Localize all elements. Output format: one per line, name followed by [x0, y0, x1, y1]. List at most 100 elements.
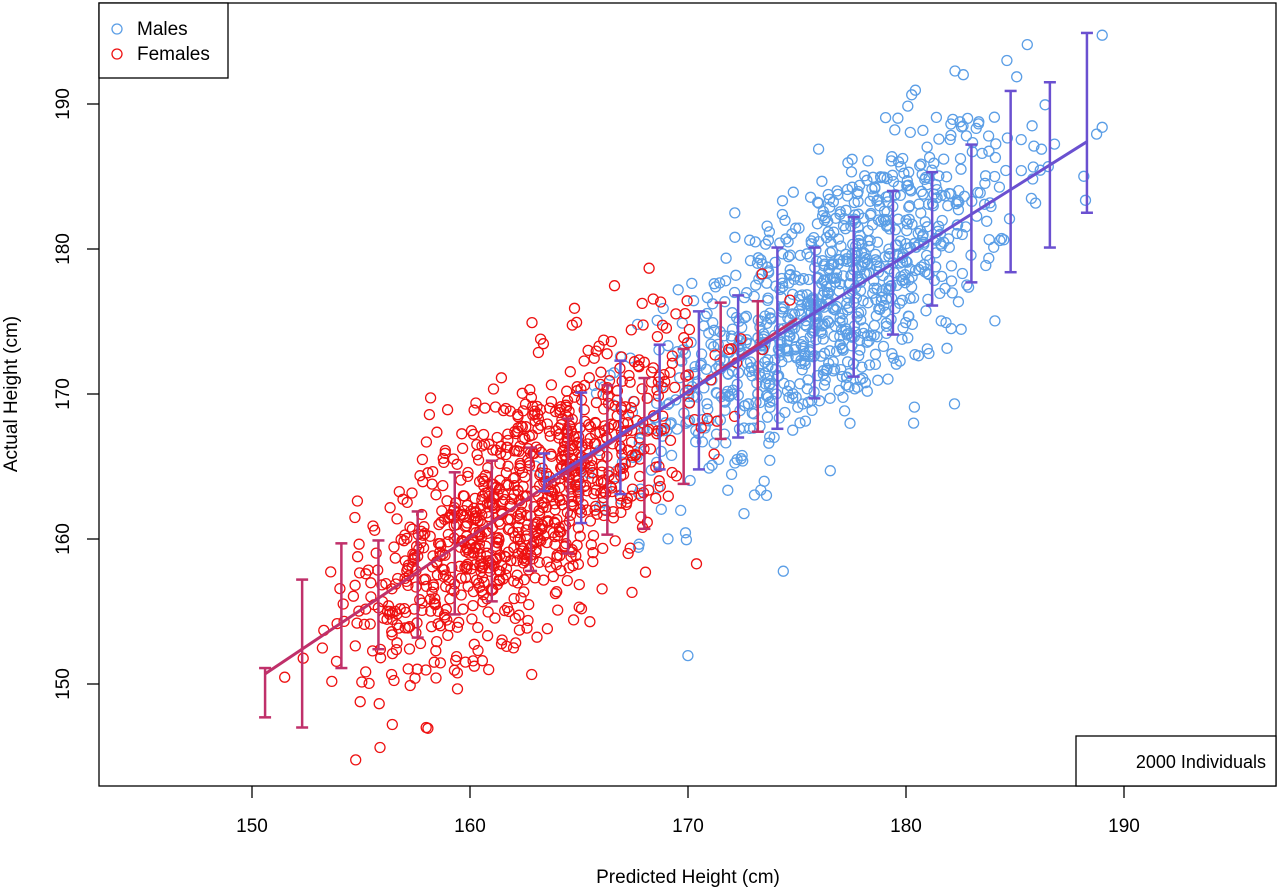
error-bar-males — [692, 310, 705, 471]
data-point-females — [429, 598, 442, 610]
data-point-females — [626, 449, 638, 462]
data-point-females — [458, 504, 470, 517]
data-point-females — [431, 635, 443, 648]
data-point-females — [374, 741, 386, 754]
data-point-females — [451, 507, 464, 519]
data-point-females — [476, 655, 489, 667]
data-point-males — [741, 287, 753, 299]
data-point-males — [819, 374, 831, 386]
data-point-females — [560, 401, 573, 413]
data-point-females — [531, 631, 543, 643]
data-point-males — [921, 141, 933, 153]
data-point-males — [763, 437, 775, 449]
data-point-males — [938, 153, 950, 165]
data-point-males — [951, 227, 963, 240]
data-point-males — [1096, 121, 1108, 133]
data-point-females — [558, 541, 571, 553]
data-point-females — [678, 332, 690, 344]
data-point-females — [549, 587, 562, 600]
data-point-females — [420, 436, 433, 448]
data-point-males — [952, 204, 965, 216]
data-point-males — [817, 333, 829, 345]
data-point-females — [574, 530, 586, 542]
data-point-males — [797, 398, 809, 410]
data-point-males — [838, 405, 851, 417]
data-point-males — [632, 541, 645, 553]
data-point-females — [409, 672, 421, 684]
data-point-females — [448, 664, 461, 676]
data-point-females — [653, 475, 665, 487]
data-point-females — [474, 548, 486, 560]
data-point-females — [509, 612, 521, 625]
data-point-males — [1039, 99, 1051, 111]
data-point-females — [467, 585, 480, 598]
data-point-males — [921, 343, 933, 355]
data-point-males — [895, 160, 907, 173]
data-point-males — [762, 391, 774, 403]
data-point-females — [567, 614, 580, 626]
data-point-males — [763, 379, 775, 391]
data-point-males — [675, 504, 687, 517]
data-point-males — [948, 398, 961, 410]
data-point-females — [512, 534, 524, 546]
data-point-females — [481, 630, 494, 642]
data-point-males — [892, 112, 904, 124]
data-point-males — [789, 344, 801, 356]
data-point-females — [532, 422, 544, 435]
data-point-females — [477, 428, 490, 441]
data-point-females — [683, 323, 696, 336]
data-point-females — [652, 390, 665, 402]
x-tick-label: 180 — [890, 816, 922, 837]
data-point-females — [424, 392, 437, 404]
data-point-males — [679, 387, 691, 399]
data-point-males — [854, 373, 866, 386]
data-point-males — [1027, 161, 1039, 173]
data-point-females — [386, 647, 399, 660]
data-point-males — [701, 307, 713, 320]
data-point-females — [564, 366, 576, 378]
data-point-males — [665, 449, 678, 462]
data-point-females — [404, 679, 416, 692]
data-point-males — [820, 212, 832, 224]
data-point-males — [755, 315, 767, 327]
data-point-males — [989, 315, 1001, 327]
data-point-females — [437, 548, 449, 560]
data-point-males — [857, 295, 869, 307]
data-point-males — [761, 411, 774, 423]
data-point-females — [459, 656, 472, 668]
data-point-males — [945, 322, 957, 335]
data-point-females — [437, 563, 449, 575]
data-point-females — [513, 445, 525, 458]
data-point-males — [783, 379, 796, 392]
data-point-males — [730, 269, 742, 281]
data-point-females — [325, 566, 337, 578]
data-point-females — [589, 417, 602, 429]
error-bar-females — [485, 459, 498, 603]
data-point-females — [561, 394, 574, 407]
data-point-males — [761, 220, 773, 232]
data-point-females — [636, 297, 648, 310]
data-point-males — [705, 338, 717, 350]
data-point-males — [979, 177, 991, 190]
data-point-females — [564, 509, 577, 521]
data-point-males — [764, 431, 776, 443]
data-point-males — [657, 302, 669, 315]
data-point-males — [755, 254, 767, 266]
x-tick-label: 170 — [672, 816, 704, 837]
data-point-females — [402, 663, 414, 675]
data-point-males — [1015, 133, 1027, 146]
data-point-females — [664, 366, 676, 379]
data-point-males — [817, 275, 830, 287]
data-point-females — [521, 622, 533, 634]
data-point-males — [719, 275, 732, 287]
data-point-males — [839, 223, 852, 235]
data-point-females — [695, 422, 707, 434]
data-point-males — [1034, 164, 1046, 176]
data-point-males — [871, 282, 883, 295]
data-point-females — [459, 561, 471, 573]
data-point-males — [782, 251, 795, 263]
data-point-females — [435, 540, 447, 552]
data-point-females — [493, 573, 505, 586]
data-point-males — [824, 280, 837, 293]
data-point-males — [801, 383, 813, 395]
